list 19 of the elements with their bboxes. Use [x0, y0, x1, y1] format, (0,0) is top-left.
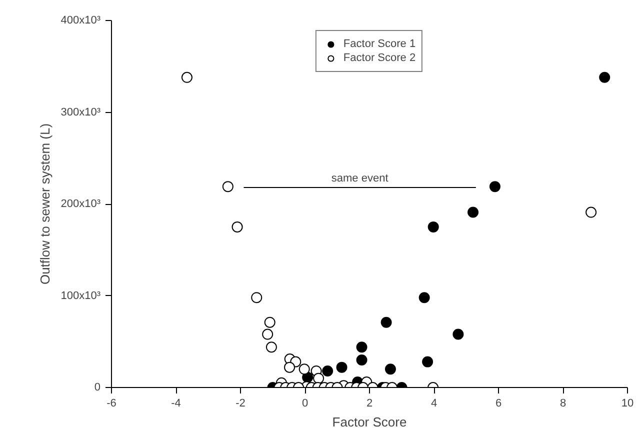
y-tick-label: 400x10³	[60, 14, 101, 26]
x-tick-label: -2	[236, 398, 246, 410]
legend-label: Factor Score 2	[343, 51, 416, 65]
y-axis-title: Outflow to sewer system (L)	[38, 123, 53, 285]
y-tick-label: 100x10³	[60, 290, 101, 302]
legend-label: Factor Score 1	[343, 37, 416, 51]
x-tick-label: 6	[495, 398, 502, 410]
annotation: same event	[331, 172, 388, 184]
y-tick-label: 0	[94, 382, 101, 394]
x-tick-label: 10	[621, 398, 634, 410]
x-tick-label: -6	[106, 398, 116, 410]
x-tick-label: 2	[366, 398, 373, 410]
y-tick-label: 200x10³	[60, 198, 101, 210]
x-tick-label: 8	[560, 398, 566, 410]
x-tick-label: 0	[302, 398, 308, 410]
x-axis-title: Factor Score	[332, 414, 407, 430]
x-tick-label: 4	[430, 398, 438, 410]
y-tick-label: 300x10³	[60, 106, 101, 118]
x-tick-label: -4	[171, 398, 181, 410]
